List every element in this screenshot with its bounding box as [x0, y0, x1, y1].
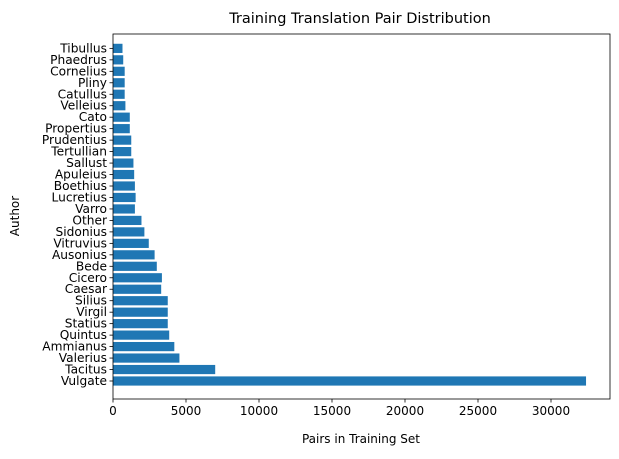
y-tick-label: Tacitus [64, 363, 107, 377]
y-tick-label: Statius [65, 317, 107, 331]
x-tick-label: 10000 [240, 404, 278, 418]
y-tick-label: Silius [75, 294, 107, 308]
y-tick-label: Other [72, 213, 108, 227]
bar-cato [113, 112, 130, 122]
bar-bede [113, 261, 157, 271]
bar-phaedrus [113, 55, 124, 65]
y-tick-label: Vulgate [61, 374, 107, 388]
y-tick-label: Sidonius [56, 225, 108, 239]
y-tick-label: Cato [79, 110, 107, 124]
y-tick-label: Tertullian [50, 145, 107, 159]
y-tick-label: Sallust [66, 156, 107, 170]
x-axis-ticks: 0 5000 10000 15000 20000 25000 30000 [109, 399, 570, 418]
chart-title: Training Translation Pair Distribution [228, 11, 491, 27]
bar-tacitus [113, 364, 216, 375]
bar-silius [113, 296, 168, 306]
y-tick-label: Apuleius [55, 168, 107, 182]
bar-valerius [113, 353, 180, 363]
y-tick-label: Ausonius [52, 248, 107, 262]
bars-group [113, 43, 587, 386]
plot-frame [112, 33, 611, 400]
y-tick-label: Virgil [76, 305, 107, 319]
bar-virgil [113, 307, 168, 317]
y-tick-label: Pliny [78, 76, 107, 90]
y-tick-label: Lucretius [52, 190, 107, 204]
bar-ausonius [113, 250, 155, 260]
y-tick-label: Prudentius [42, 133, 107, 147]
bar-quintus [113, 330, 170, 340]
bar-propertius [113, 124, 130, 134]
bar-boethius [113, 181, 135, 191]
bar-velleius [113, 101, 126, 111]
x-tick-label: 25000 [459, 404, 497, 418]
bar-ammianus [113, 341, 175, 352]
bar-cornelius [113, 66, 125, 76]
y-axis-label: Author [8, 196, 22, 236]
bar-statius [113, 319, 168, 329]
bar-tertullian [113, 147, 132, 157]
y-axis-ticks: VulgateTacitusValeriusAmmianusQuintusSta… [42, 41, 113, 388]
y-tick-label: Ammianus [42, 340, 107, 354]
y-tick-label: Cicero [69, 271, 107, 285]
y-tick-label: Velleius [60, 99, 107, 113]
bar-varro [113, 204, 135, 214]
bar-caesar [113, 284, 162, 294]
x-axis-label: Pairs in Training Set [302, 432, 420, 446]
y-tick-label: Cornelius [50, 64, 107, 78]
y-tick-label: Boethius [54, 179, 107, 193]
bar-catullus [113, 89, 125, 99]
bar-apuleius [113, 169, 135, 180]
y-tick-label: Caesar [65, 282, 108, 296]
bar-tibullus [113, 43, 123, 53]
bar-vitruvius [113, 238, 149, 248]
x-tick-label: 20000 [386, 404, 424, 418]
y-tick-label: Propertius [45, 122, 107, 136]
y-tick-label: Vitruvius [53, 236, 107, 250]
y-tick-label: Quintus [60, 328, 107, 342]
y-tick-label: Bede [76, 259, 107, 273]
x-tick-label: 5000 [171, 404, 202, 418]
bar-pliny [113, 78, 125, 88]
x-tick-label: 30000 [532, 404, 570, 418]
y-tick-label: Tibullus [59, 41, 107, 55]
y-tick-label: Phaedrus [50, 53, 107, 67]
bar-prudentius [113, 135, 132, 145]
bar-sallust [113, 158, 134, 168]
y-tick-label: Valerius [59, 351, 107, 365]
x-tick-label: 15000 [313, 404, 351, 418]
y-tick-label: Varro [75, 202, 107, 216]
bar-lucretius [113, 192, 136, 203]
bar-other [113, 215, 142, 226]
bar-vulgate [113, 376, 587, 386]
x-tick-label: 0 [109, 404, 117, 418]
bar-cicero [113, 273, 162, 283]
y-tick-label: Catullus [58, 87, 107, 101]
bar-sidonius [113, 227, 145, 237]
